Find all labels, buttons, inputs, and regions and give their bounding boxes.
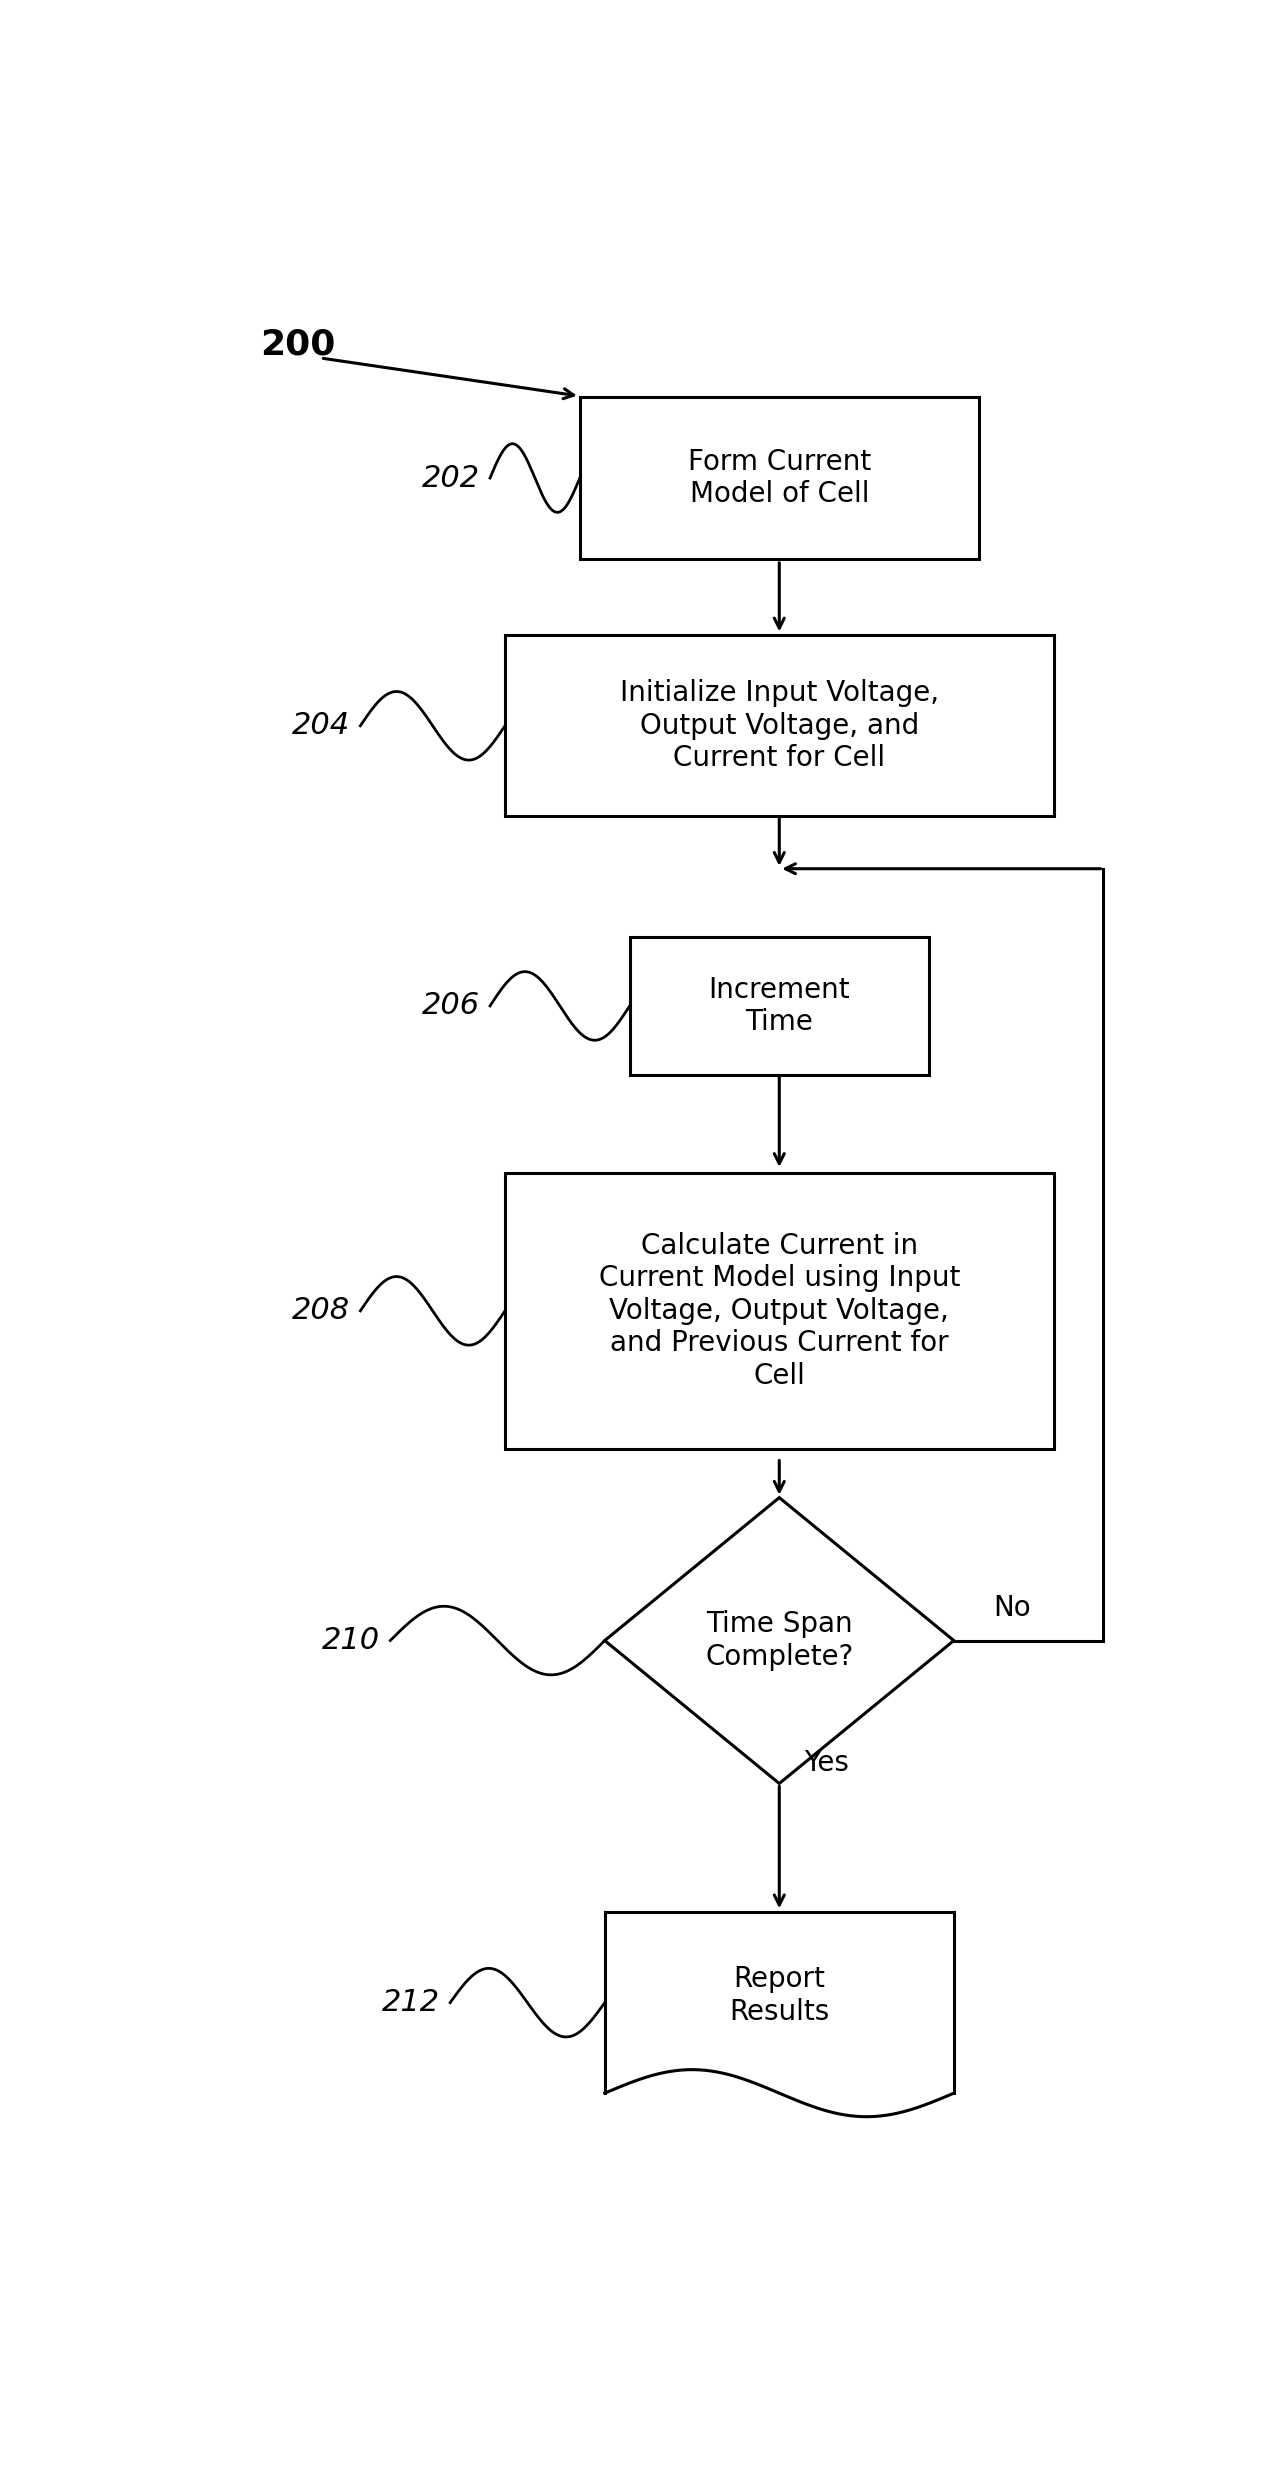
Text: Initialize Input Voltage,
Output Voltage, and
Current for Cell: Initialize Input Voltage, Output Voltage… (620, 681, 938, 772)
Text: 204: 204 (292, 710, 350, 740)
Bar (505, 1173, 1054, 1448)
Polygon shape (605, 1913, 954, 2116)
Text: 202: 202 (422, 463, 480, 493)
Bar (629, 938, 929, 1074)
Bar (505, 636, 1054, 817)
Text: Yes: Yes (804, 1750, 849, 1777)
Text: 212: 212 (382, 1987, 440, 2017)
Text: Report
Results: Report Results (730, 1965, 829, 2025)
Text: Increment
Time: Increment Time (708, 975, 851, 1037)
Bar (579, 396, 979, 559)
Text: 210: 210 (322, 1626, 381, 1656)
Text: No: No (994, 1594, 1031, 1621)
Polygon shape (605, 1497, 954, 1784)
Text: Form Current
Model of Cell: Form Current Model of Cell (687, 448, 871, 507)
Text: 206: 206 (422, 992, 480, 1020)
Text: 208: 208 (292, 1297, 350, 1324)
Text: Time Span
Complete?: Time Span Complete? (705, 1611, 853, 1671)
Text: 200: 200 (260, 327, 336, 361)
Text: Calculate Current in
Current Model using Input
Voltage, Output Voltage,
and Prev: Calculate Current in Current Model using… (598, 1233, 960, 1388)
